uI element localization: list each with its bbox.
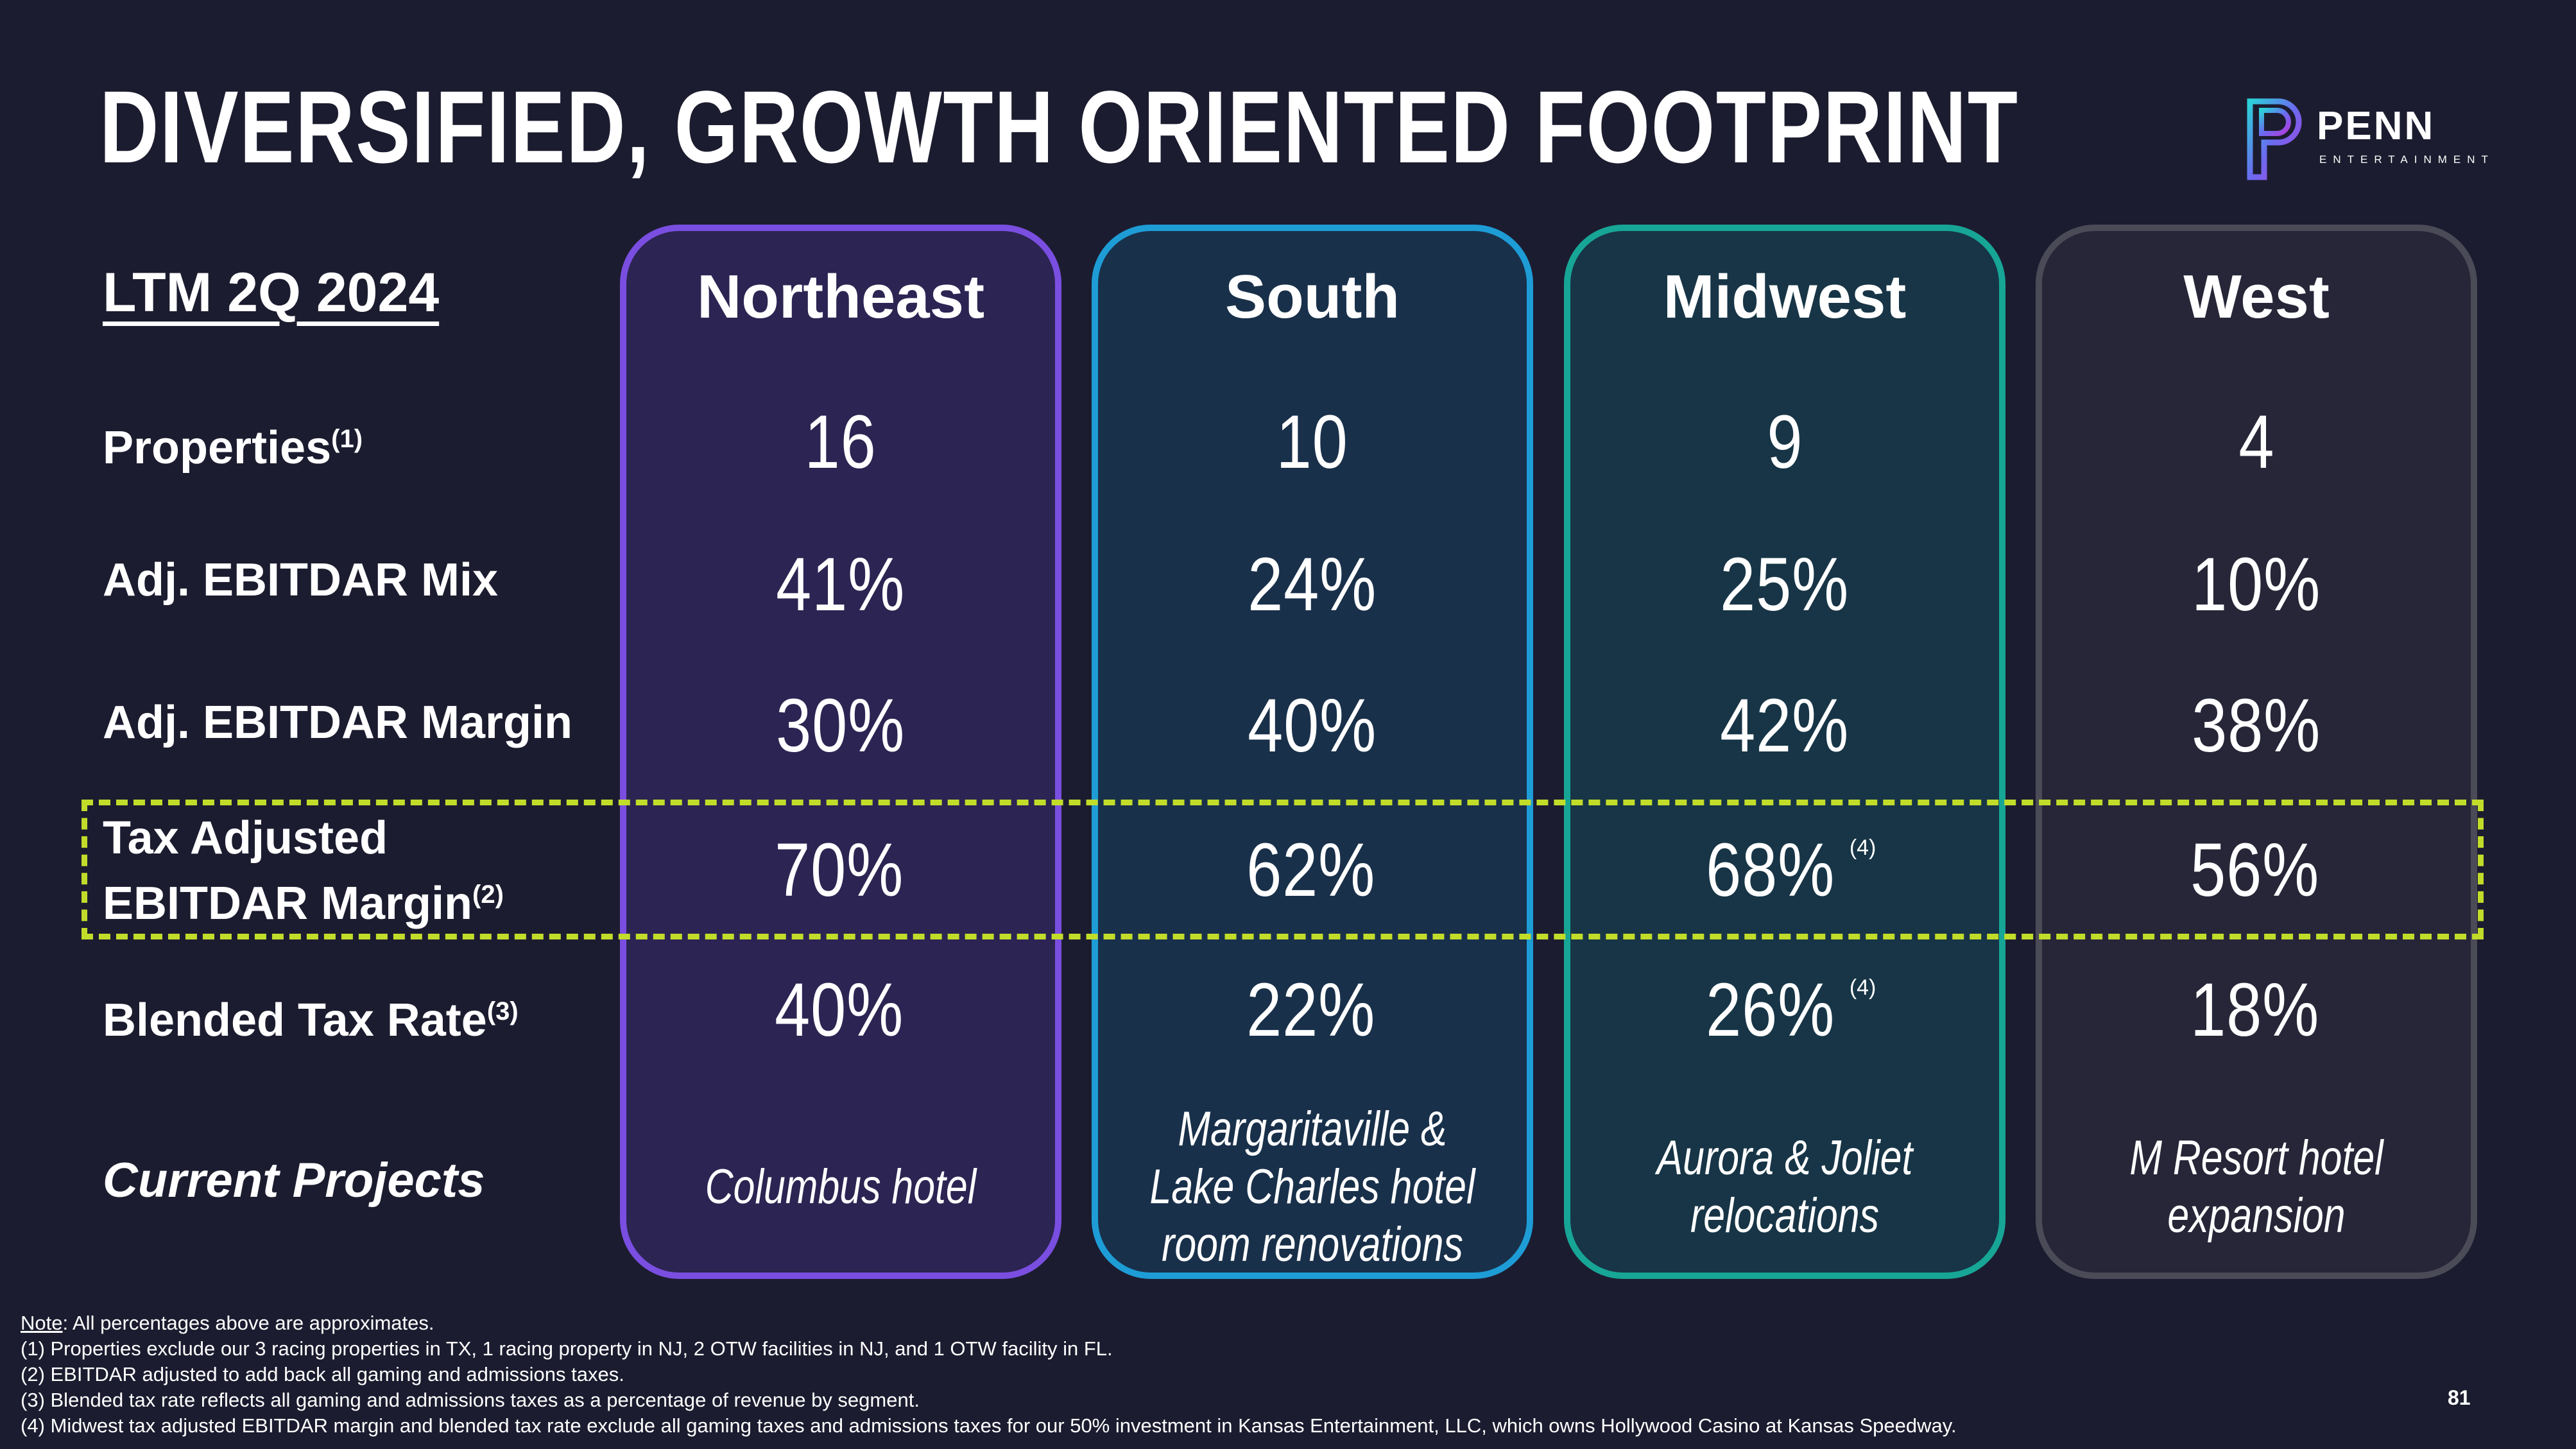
label-blended-tax-footnote: (3) (486, 997, 519, 1025)
page-number: 81 (2448, 1386, 2471, 1409)
label-current-projects: Current Projects (103, 1153, 485, 1208)
label-properties-footnote: (1) (331, 425, 363, 453)
blended-tax-rate-value: 26% (1705, 968, 1835, 1052)
region-name: Northeast (696, 262, 985, 331)
region-name: South (1225, 262, 1400, 331)
label-tax-adjusted-margin: Tax Adjusted EBITDAR Margin(2) (103, 810, 504, 932)
tax-adjusted-margin-value: 56% (2190, 828, 2320, 913)
tax-adjusted-margin-value: 68% (1705, 828, 1835, 913)
region-name: Midwest (1663, 262, 1907, 331)
label-tax-adjusted-footnote: (2) (472, 880, 504, 909)
blended-tax-rate-value: 18% (2190, 968, 2320, 1052)
current-project: Margaritaville & Lake Charles hotel room… (1149, 1102, 1475, 1272)
footnotes: Note: All percentages above are approxim… (21, 1310, 1957, 1439)
current-project: M Resort hotel expansion (2129, 1131, 2383, 1243)
label-blended-tax-text: Blended Tax Rate (103, 995, 487, 1046)
logo-subtitle: ENTERTAINMENT (2319, 153, 2494, 166)
ebitdar-mix-value: 41% (776, 542, 906, 627)
ebitdar-margin-value: 40% (1248, 683, 1377, 768)
footnote-4: (4) Midwest tax adjusted EBITDAR margin … (21, 1414, 1957, 1437)
slide-title: DIVERSIFIED, GROWTH ORIENTED FOOTPRINT (99, 69, 2019, 184)
region-name: West (2183, 262, 2330, 331)
period-label: LTM 2Q 2024 (103, 262, 440, 323)
region-column-south: South 10 24% 40% 62% 22% Margaritaville … (1092, 225, 1533, 1279)
footnote-note-label: Note (21, 1312, 63, 1334)
footnote-1: (1) Properties exclude our 3 racing prop… (21, 1337, 1113, 1360)
properties-value: 4 (2238, 400, 2274, 484)
blended-tax-footnote: (4) (1849, 975, 1876, 1000)
blended-tax-rate-value: 40% (775, 968, 904, 1052)
blended-tax-rate-value: 22% (1246, 968, 1376, 1052)
current-project: Columbus hotel (705, 1160, 977, 1214)
ebitdar-mix-value: 10% (2192, 542, 2321, 627)
properties-value: 10 (1276, 400, 1348, 484)
ebitdar-margin-value: 42% (1720, 683, 1850, 768)
label-ebitdar-mix: Adj. EBITDAR Mix (103, 554, 499, 606)
tax-adjusted-margin-value: 70% (775, 828, 904, 913)
label-properties-text: Properties (103, 422, 332, 474)
tax-adjusted-margin-value: 62% (1246, 828, 1376, 913)
properties-value: 16 (805, 400, 877, 484)
region-column-west: West 4 10% 38% 56% 18% M Resort hotel ex… (2036, 225, 2477, 1279)
penn-p-mark-icon (2247, 98, 2302, 180)
footnote-3: (3) Blended tax rate reflects all gaming… (21, 1389, 920, 1411)
label-properties: Properties(1) (103, 411, 363, 476)
tax-adjusted-footnote: (4) (1849, 836, 1876, 860)
current-project: Aurora & Joliet relocations (1656, 1131, 1913, 1243)
label-blended-tax-rate: Blended Tax Rate(3) (103, 983, 519, 1049)
penn-logo: PENN ENTERTAINMENT (2245, 98, 2488, 181)
region-column-northeast: Northeast 16 41% 30% 70% 40% Columbus ho… (620, 225, 1061, 1279)
ebitdar-margin-value: 38% (2192, 683, 2321, 768)
footnote-2: (2) EBITDAR adjusted to add back all gam… (21, 1363, 624, 1385)
properties-value: 9 (1767, 400, 1803, 484)
ebitdar-mix-value: 24% (1248, 542, 1377, 627)
label-tax-adjusted-line1: Tax Adjusted (103, 812, 388, 864)
label-tax-adjusted-line2: EBITDAR Margin (103, 878, 472, 929)
ebitdar-mix-value: 25% (1720, 542, 1850, 627)
footnote-note-text: : All percentages above are approximates… (62, 1312, 434, 1334)
region-column-midwest: Midwest 9 25% 42% 68% (4) 26% (4) Aurora &… (1564, 225, 2005, 1279)
tax-adjusted-highlight-box (82, 800, 2484, 939)
logo-name: PENN (2317, 104, 2435, 148)
footnote-note: Note: All percentages above are approxim… (21, 1310, 1957, 1336)
ebitdar-margin-value: 30% (776, 683, 906, 768)
label-ebitdar-margin: Adj. EBITDAR Margin (103, 697, 572, 748)
